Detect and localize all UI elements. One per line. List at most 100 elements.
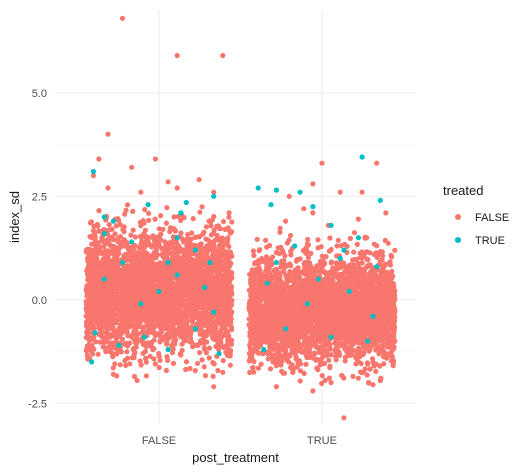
point-untreated <box>229 219 235 225</box>
point-untreated <box>89 235 95 241</box>
point-untreated <box>171 339 177 345</box>
point-untreated <box>169 289 176 295</box>
point-untreated <box>226 210 232 216</box>
point-untreated <box>105 295 111 301</box>
point-untreated <box>96 310 103 316</box>
point-untreated <box>124 202 131 208</box>
point-untreated <box>221 331 228 337</box>
point-untreated <box>149 339 155 345</box>
point-untreated <box>191 294 197 300</box>
point-untreated <box>83 299 89 305</box>
point-untreated <box>134 335 140 341</box>
point-untreated <box>97 339 103 345</box>
point-untreated <box>207 295 213 301</box>
point-untreated <box>168 328 174 334</box>
point-untreated <box>90 173 96 179</box>
point-untreated <box>191 314 197 320</box>
point-untreated <box>197 209 203 215</box>
point-untreated <box>109 309 115 315</box>
point-untreated <box>151 275 157 281</box>
point-untreated <box>113 267 119 273</box>
point-untreated <box>99 334 105 340</box>
point-untreated <box>134 268 140 274</box>
point-untreated <box>178 264 184 270</box>
point-untreated <box>163 220 169 226</box>
point-untreated <box>112 231 118 237</box>
point-untreated <box>123 307 129 313</box>
point-untreated <box>297 378 303 384</box>
point-untreated <box>251 252 257 259</box>
point-untreated <box>182 334 188 340</box>
point-untreated <box>144 251 150 257</box>
point-untreated <box>179 255 185 261</box>
point-untreated <box>96 228 102 234</box>
point-untreated <box>179 347 185 353</box>
point-untreated <box>154 296 160 302</box>
point-untreated <box>108 321 114 327</box>
point-untreated <box>182 247 189 253</box>
point-untreated <box>205 320 211 327</box>
point-untreated <box>126 323 132 329</box>
point-untreated <box>142 234 148 240</box>
point-untreated <box>95 265 101 271</box>
point-untreated <box>130 262 136 268</box>
point-untreated <box>105 131 111 137</box>
point-untreated <box>143 274 150 280</box>
point-untreated <box>98 284 105 290</box>
point-untreated <box>214 293 220 299</box>
point-untreated <box>127 245 133 251</box>
point-untreated <box>84 247 90 253</box>
point-untreated <box>174 254 180 260</box>
point-untreated <box>115 238 121 244</box>
point-untreated <box>247 369 253 376</box>
point-untreated <box>210 373 216 379</box>
point-untreated <box>197 275 203 282</box>
point-untreated <box>226 303 232 309</box>
point-untreated <box>190 279 196 285</box>
point-untreated <box>254 236 260 242</box>
point-untreated <box>144 320 151 326</box>
point-untreated <box>207 239 213 245</box>
point-untreated <box>170 322 176 328</box>
point-untreated <box>156 353 162 359</box>
point-untreated <box>170 360 177 366</box>
point-untreated <box>171 318 177 324</box>
point-untreated <box>108 348 114 355</box>
point-untreated <box>358 361 364 367</box>
point-untreated <box>94 272 100 278</box>
point-untreated <box>193 301 199 307</box>
point-untreated <box>92 317 98 323</box>
point-untreated <box>188 308 194 314</box>
point-untreated <box>161 282 167 288</box>
point-untreated <box>145 239 151 245</box>
point-untreated <box>183 254 189 260</box>
point-untreated <box>170 267 176 273</box>
point-untreated <box>361 253 367 259</box>
point-untreated <box>163 367 169 374</box>
point-untreated <box>263 237 269 243</box>
point-untreated <box>256 248 262 254</box>
point-untreated <box>158 303 164 310</box>
point-untreated <box>132 277 138 283</box>
point-untreated <box>174 328 181 334</box>
point-untreated <box>132 302 138 308</box>
point-untreated <box>98 322 104 328</box>
point-untreated <box>142 292 148 298</box>
point-untreated <box>163 249 169 255</box>
point-untreated <box>168 284 174 291</box>
point-untreated <box>91 252 97 258</box>
point-untreated <box>186 285 192 291</box>
point-untreated <box>164 205 170 211</box>
point-untreated <box>132 298 138 305</box>
point-untreated <box>211 384 217 390</box>
point-untreated <box>381 361 387 367</box>
point-untreated <box>198 338 204 344</box>
point-untreated <box>164 334 170 340</box>
point-untreated <box>141 315 147 321</box>
point-untreated <box>353 361 359 367</box>
point-untreated <box>131 354 137 361</box>
point-untreated <box>213 279 219 285</box>
point-untreated <box>221 310 227 316</box>
point-untreated <box>125 355 131 361</box>
